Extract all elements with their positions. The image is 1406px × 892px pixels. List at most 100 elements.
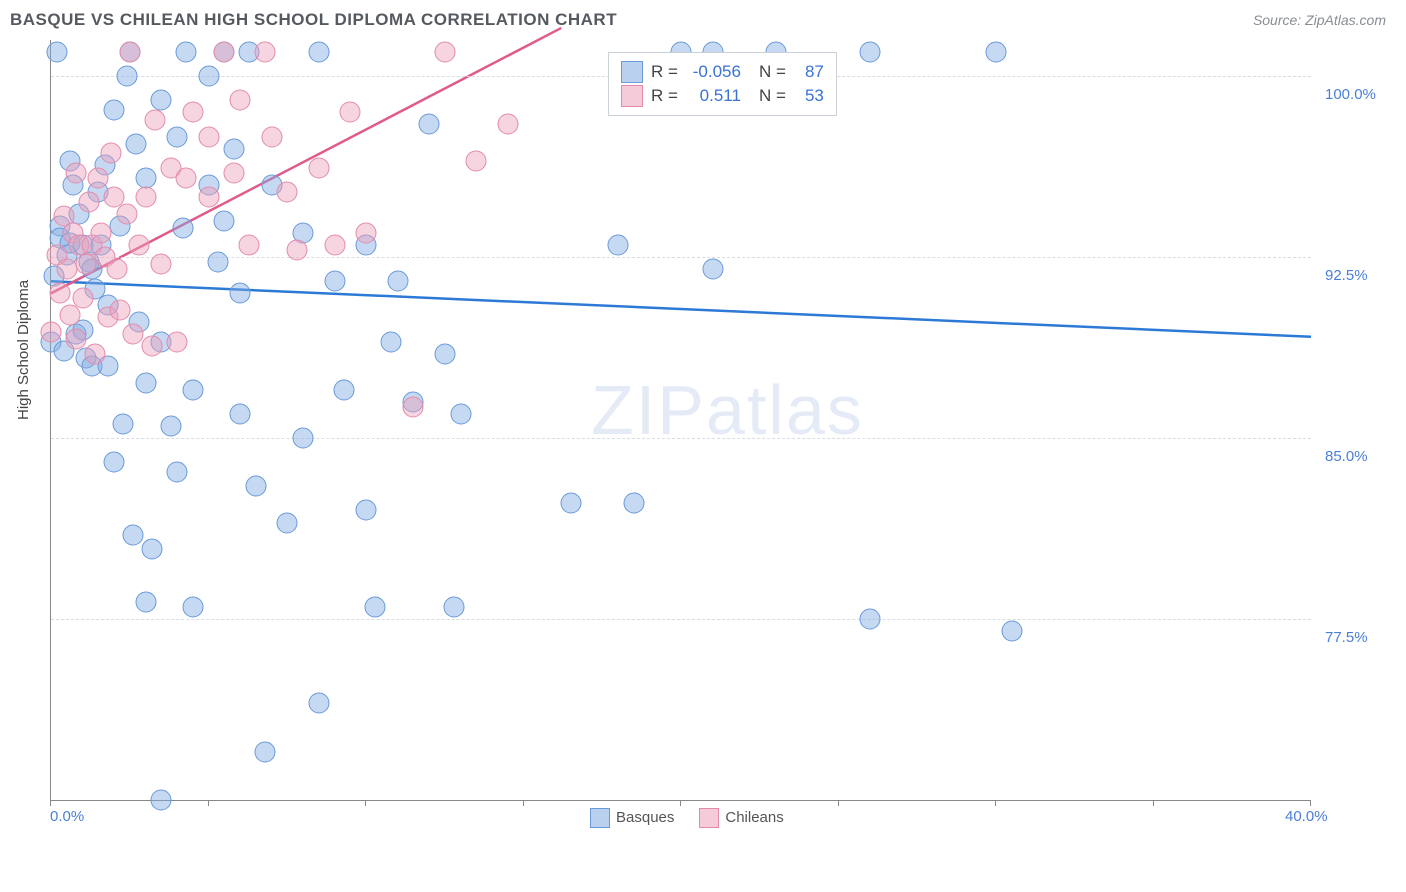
scatter-point — [333, 379, 354, 400]
scatter-point — [381, 331, 402, 352]
plot-area: ZIPatlas — [50, 40, 1311, 801]
y-tick-label: 92.5% — [1325, 267, 1368, 284]
scatter-point — [308, 693, 329, 714]
x-tick-label: 40.0% — [1285, 808, 1328, 825]
scatter-point — [151, 790, 172, 811]
scatter-point — [176, 42, 197, 63]
legend-swatch — [590, 808, 610, 828]
scatter-point — [126, 133, 147, 154]
scatter-point — [167, 461, 188, 482]
scatter-point — [230, 403, 251, 424]
scatter-point — [308, 157, 329, 178]
scatter-point — [41, 321, 62, 342]
scatter-point — [277, 512, 298, 533]
scatter-point — [151, 90, 172, 111]
scatter-point — [182, 102, 203, 123]
scatter-point — [50, 283, 71, 304]
stat-n-value: 53 — [794, 86, 824, 106]
scatter-point — [167, 331, 188, 352]
scatter-point — [207, 251, 228, 272]
scatter-point — [198, 186, 219, 207]
x-tick-label: 0.0% — [50, 808, 84, 825]
scatter-point — [261, 126, 282, 147]
gridline-h — [51, 438, 1311, 439]
scatter-point — [702, 259, 723, 280]
legend-swatch — [621, 85, 643, 107]
scatter-point — [182, 379, 203, 400]
scatter-point — [78, 191, 99, 212]
scatter-point — [223, 138, 244, 159]
scatter-point — [151, 254, 172, 275]
scatter-point — [141, 539, 162, 560]
scatter-point — [434, 343, 455, 364]
legend-item: Chileans — [699, 808, 783, 828]
scatter-point — [308, 42, 329, 63]
y-tick-label: 100.0% — [1325, 86, 1376, 103]
scatter-point — [277, 182, 298, 203]
stat-r-value: 0.511 — [686, 86, 741, 106]
scatter-point — [122, 524, 143, 545]
scatter-point — [356, 223, 377, 244]
scatter-point — [66, 329, 87, 350]
source-label: Source: ZipAtlas.com — [1253, 12, 1386, 28]
chart-wrap: High School Diploma ZIPatlas R =-0.056N … — [50, 40, 1390, 830]
series-legend: BasquesChileans — [590, 808, 784, 828]
scatter-point — [47, 42, 68, 63]
scatter-point — [356, 500, 377, 521]
x-tick — [1310, 800, 1311, 806]
y-tick-label: 85.0% — [1325, 448, 1368, 465]
scatter-point — [110, 300, 131, 321]
x-tick — [1153, 800, 1154, 806]
scatter-point — [255, 42, 276, 63]
x-tick — [995, 800, 996, 806]
scatter-point — [239, 235, 260, 256]
scatter-point — [160, 416, 181, 437]
scatter-point — [66, 162, 87, 183]
scatter-point — [623, 493, 644, 514]
scatter-point — [135, 167, 156, 188]
scatter-point — [230, 90, 251, 111]
scatter-point — [198, 126, 219, 147]
scatter-point — [104, 452, 125, 473]
scatter-point — [560, 493, 581, 514]
x-tick — [208, 800, 209, 806]
scatter-point — [608, 235, 629, 256]
scatter-point — [88, 167, 109, 188]
scatter-point — [182, 596, 203, 617]
scatter-point — [113, 413, 134, 434]
scatter-point — [135, 372, 156, 393]
scatter-point — [214, 210, 235, 231]
stat-r-label: R = — [651, 86, 678, 106]
x-tick — [523, 800, 524, 806]
stats-row: R =-0.056N =87 — [621, 61, 824, 83]
scatter-point — [466, 150, 487, 171]
chart-container: BASQUE VS CHILEAN HIGH SCHOOL DIPLOMA CO… — [0, 0, 1406, 892]
legend-swatch — [699, 808, 719, 828]
scatter-point — [497, 114, 518, 135]
scatter-point — [72, 288, 93, 309]
scatter-point — [403, 396, 424, 417]
x-tick — [365, 800, 366, 806]
scatter-point — [1001, 621, 1022, 642]
scatter-point — [107, 259, 128, 280]
scatter-point — [340, 102, 361, 123]
scatter-point — [119, 42, 140, 63]
scatter-point — [135, 186, 156, 207]
scatter-point — [116, 203, 137, 224]
gridline-h — [51, 619, 1311, 620]
scatter-point — [85, 343, 106, 364]
scatter-point — [75, 254, 96, 275]
scatter-point — [450, 403, 471, 424]
scatter-point — [176, 167, 197, 188]
scatter-point — [245, 476, 266, 497]
stats-row: R =0.511N =53 — [621, 85, 824, 107]
scatter-point — [167, 126, 188, 147]
scatter-point — [116, 66, 137, 87]
scatter-point — [419, 114, 440, 135]
correlation-stats-legend: R =-0.056N =87R =0.511N =53 — [608, 52, 837, 116]
scatter-point — [324, 235, 345, 256]
scatter-point — [444, 596, 465, 617]
scatter-point — [214, 42, 235, 63]
legend-label: Chileans — [725, 809, 783, 826]
y-tick-label: 77.5% — [1325, 629, 1368, 646]
